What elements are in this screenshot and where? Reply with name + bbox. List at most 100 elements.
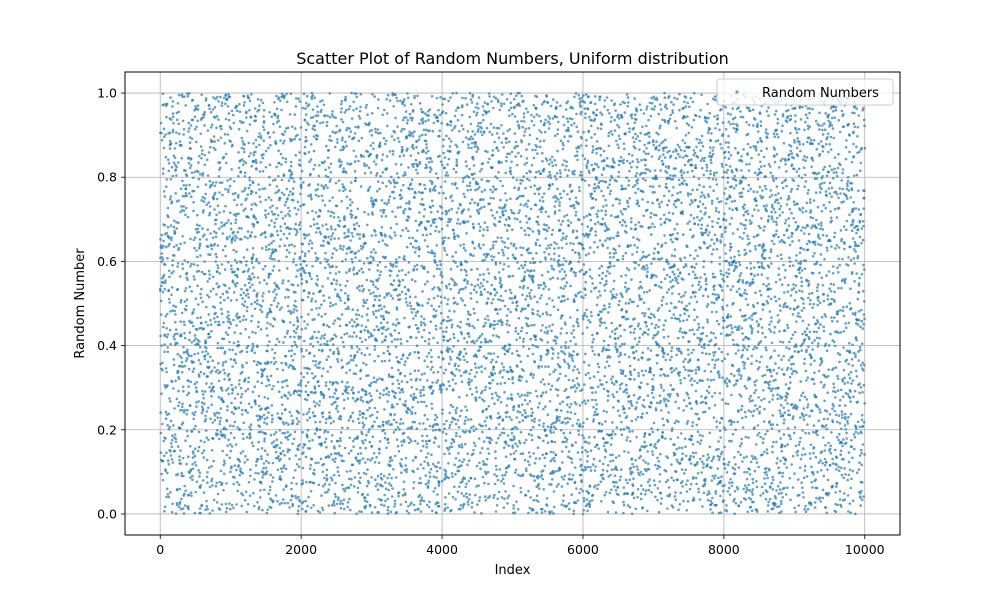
data-point (329, 178, 333, 181)
data-point (388, 274, 392, 277)
data-point (465, 322, 469, 326)
data-point (367, 213, 370, 216)
data-point (201, 389, 204, 393)
data-point (173, 231, 177, 234)
data-point (445, 134, 448, 138)
data-point (468, 92, 472, 95)
data-point (323, 204, 327, 207)
data-point (185, 194, 188, 198)
data-point (405, 509, 409, 513)
data-point (252, 359, 256, 363)
data-point (187, 385, 190, 388)
data-point (375, 416, 379, 420)
data-point (392, 178, 396, 182)
data-point (195, 390, 198, 394)
data-point (350, 388, 354, 392)
data-point (229, 227, 233, 231)
data-point (427, 114, 431, 117)
data-point (372, 147, 375, 151)
data-point (264, 466, 268, 470)
data-point (206, 352, 210, 356)
data-point (174, 168, 177, 171)
data-point (366, 113, 369, 116)
data-point (308, 351, 312, 355)
data-point (374, 285, 377, 289)
data-point (187, 379, 190, 383)
data-point (251, 390, 255, 394)
data-point (475, 290, 478, 294)
data-point (448, 426, 451, 429)
data-point (280, 191, 284, 195)
data-point (493, 323, 497, 327)
data-point (500, 124, 503, 127)
data-point (161, 172, 165, 175)
data-point (454, 411, 458, 415)
data-point (204, 97, 208, 100)
data-point (313, 96, 317, 99)
data-point (160, 392, 163, 396)
data-point (174, 305, 178, 309)
data-point (447, 319, 451, 323)
data-point (447, 99, 450, 103)
data-point (391, 283, 394, 287)
data-point (304, 327, 307, 330)
data-point (250, 405, 253, 409)
data-point (295, 497, 298, 500)
data-point (382, 208, 386, 212)
data-point (356, 233, 359, 236)
data-point (262, 153, 265, 156)
data-point (419, 449, 423, 453)
data-point (182, 389, 185, 393)
data-point (272, 362, 276, 366)
data-point (209, 371, 212, 374)
data-point (323, 266, 327, 270)
data-point (266, 321, 269, 325)
data-point (271, 461, 275, 465)
data-point (287, 366, 291, 369)
data-point (324, 251, 327, 255)
data-point (498, 220, 501, 223)
data-point (457, 207, 460, 210)
data-point (476, 318, 480, 322)
data-point (174, 313, 177, 316)
data-point (174, 512, 178, 515)
data-point (322, 239, 325, 243)
data-point (454, 170, 458, 174)
data-point (170, 118, 173, 121)
data-point (196, 227, 200, 231)
data-point (180, 144, 183, 147)
data-point (409, 304, 413, 308)
data-point (485, 457, 489, 461)
data-point (437, 445, 441, 448)
data-point (402, 211, 406, 215)
data-point (358, 259, 361, 263)
data-point (293, 430, 297, 434)
data-point (412, 481, 416, 484)
data-point (370, 128, 374, 132)
data-point (305, 480, 308, 484)
data-point (478, 186, 481, 189)
data-point (468, 324, 471, 328)
data-point (243, 300, 247, 303)
data-point (439, 273, 443, 277)
data-point (406, 339, 409, 343)
data-point (464, 96, 467, 100)
data-point (237, 406, 241, 410)
data-point (243, 461, 247, 464)
data-point (171, 434, 174, 437)
data-point (350, 91, 353, 95)
data-point (210, 464, 213, 468)
data-point (449, 358, 453, 361)
data-point (327, 325, 331, 329)
data-point (333, 511, 337, 515)
data-point (187, 505, 190, 508)
data-point (438, 230, 441, 233)
data-point (466, 184, 469, 188)
data-point (242, 256, 246, 259)
data-point (429, 157, 433, 160)
data-point (395, 308, 399, 311)
data-point (489, 248, 492, 251)
data-point (283, 454, 287, 457)
data-point (267, 131, 270, 134)
data-point (311, 345, 315, 348)
